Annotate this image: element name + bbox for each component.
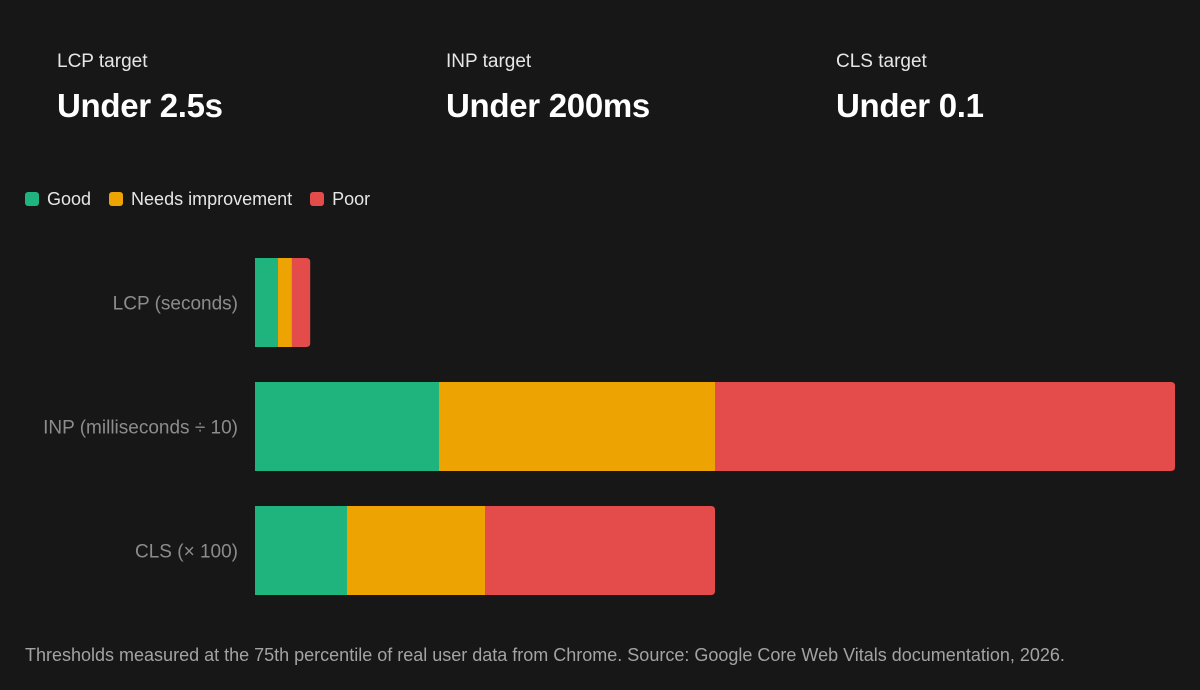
bar-segment-inp-milliseconds-10-needs-improvement (439, 382, 716, 471)
legend-item-good: Good (25, 188, 91, 210)
bar-segment-inp-milliseconds-10-good (255, 382, 440, 471)
legend-item-needs-improvement: Needs improvement (109, 188, 292, 210)
chart-footnote: Thresholds measured at the 75th percenti… (25, 645, 1065, 665)
cls-target-value: Under 0.1 (836, 87, 984, 124)
bar-group-lcp-seconds (255, 258, 311, 347)
inp-target-card: INP target Under 200ms (446, 50, 650, 124)
bar-segment-inp-milliseconds-10-poor (715, 382, 1175, 471)
legend-swatch-good (25, 192, 39, 206)
bar-segment-cls-100-needs-improvement (347, 506, 486, 595)
bar-group-inp-milliseconds-10 (255, 382, 1175, 471)
cls-target-card: CLS target Under 0.1 (836, 50, 984, 124)
targets-row: LCP target Under 2.5s INP target Under 2… (57, 50, 1200, 130)
legend-swatch-needs-improvement (109, 192, 124, 206)
inp-target-label: INP target (446, 51, 532, 72)
lcp-target-label: LCP target (57, 51, 148, 72)
legend-label-poor: Poor (332, 189, 371, 209)
inp-target-value: Under 200ms (446, 87, 650, 124)
bar-group-cls-100 (255, 506, 715, 595)
bar-segment-lcp-seconds-needs-improvement (278, 258, 293, 347)
lcp-target-value: Under 2.5s (57, 87, 223, 124)
category-label-lcp-seconds: LCP (seconds) (113, 294, 238, 315)
cls-target-label: CLS target (836, 51, 927, 72)
legend-item-poor: Poor (310, 188, 370, 210)
lcp-target-card: LCP target Under 2.5s (57, 50, 223, 124)
bar-segment-lcp-seconds-poor (291, 258, 311, 347)
legend-label-good: Good (47, 189, 92, 209)
chart-legend: Good Needs improvement Poor (25, 188, 388, 210)
legend-label-needs-improvement: Needs improvement (131, 189, 293, 209)
category-label-cls-100: CLS (× 100) (135, 542, 238, 563)
bar-segment-cls-100-poor (485, 506, 715, 595)
legend-swatch-poor (310, 192, 325, 206)
bar-segment-lcp-seconds-good (255, 258, 279, 347)
category-label-inp-milliseconds-10: INP (milliseconds ÷ 10) (43, 418, 238, 439)
bar-segment-cls-100-good (255, 506, 348, 595)
